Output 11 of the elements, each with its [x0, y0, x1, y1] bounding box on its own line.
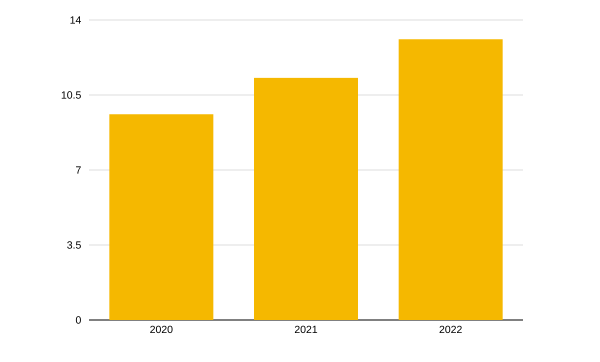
bar	[109, 114, 214, 320]
x-tick-label: 2021	[294, 326, 318, 334]
y-tick-label: 3.5	[67, 241, 81, 249]
x-tick-label: 2020	[150, 326, 173, 334]
bar	[254, 78, 358, 320]
bar	[398, 39, 503, 320]
y-tick-label: 14	[70, 16, 81, 24]
y-tick-label: 0	[76, 316, 81, 324]
y-tick-label: 7	[76, 166, 81, 174]
y-tick-label: 10.5	[62, 91, 81, 99]
x-tick-label: 2022	[440, 326, 462, 334]
